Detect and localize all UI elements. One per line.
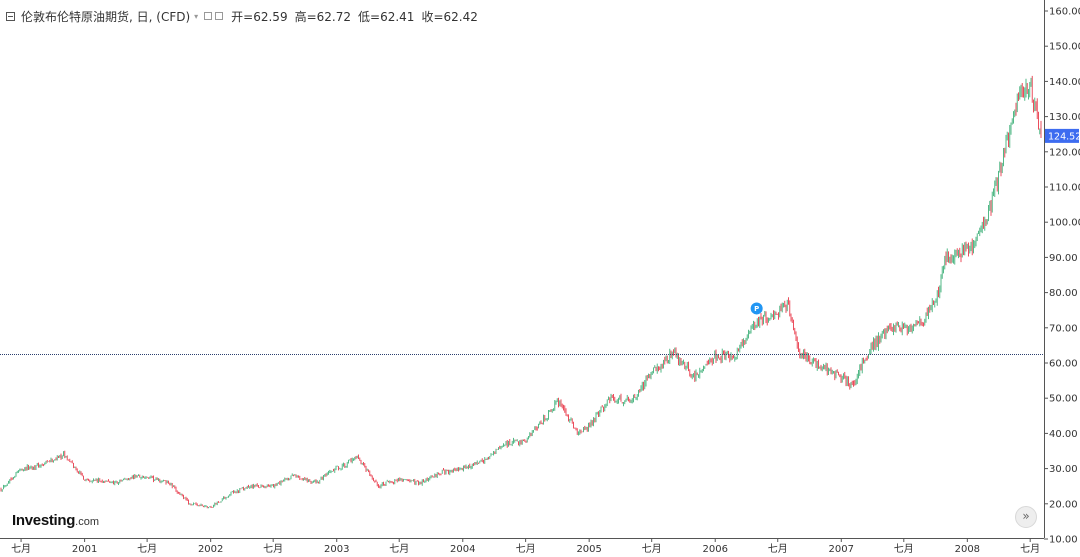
x-tick-label: 七月	[1020, 543, 1040, 555]
x-tick-label: 七月	[642, 543, 662, 555]
x-tick-label: 七月	[389, 543, 409, 555]
y-tick-label: 150.00	[1049, 42, 1080, 53]
x-tick-label: 2005	[576, 544, 601, 555]
x-tick-label: 2001	[72, 544, 97, 555]
x-tick-label: 2006	[702, 544, 727, 555]
chevron-down-icon[interactable]: ▾	[194, 11, 199, 21]
x-tick-label: 七月	[11, 543, 31, 555]
y-tick-label: 40.00	[1049, 429, 1078, 440]
y-tick-label: 120.00	[1049, 147, 1080, 158]
x-tick-label: 七月	[263, 543, 283, 555]
legend-close: 收=62.42	[421, 9, 478, 24]
event-marker-circle[interactable]	[750, 302, 763, 315]
candlestick-series	[0, 75, 1042, 509]
y-tick-label: 90.00	[1049, 253, 1078, 264]
y-tick-label: 30.00	[1049, 464, 1078, 475]
last-price-label-bg	[1045, 128, 1079, 143]
last-price-label: 124.52	[1045, 128, 1080, 143]
y-tick-label: 80.00	[1049, 288, 1078, 299]
x-tick-label: 2008	[955, 544, 980, 555]
legend-low: 低=62.41	[358, 9, 415, 24]
event-marker-label: P	[754, 305, 759, 313]
y-tick-label: 100.00	[1049, 218, 1080, 229]
y-tick-label: 60.00	[1049, 359, 1078, 370]
y-tick-label: 110.00	[1049, 183, 1080, 194]
legend-high: 高=62.72	[294, 9, 352, 24]
x-tick-label: 七月	[516, 543, 536, 555]
y-tick-label: 160.00	[1049, 7, 1080, 18]
logo-name: Investing	[12, 512, 76, 529]
instrument-title[interactable]: 伦敦布伦特原油期货, 日, (CFD)	[21, 9, 191, 24]
logo-suffix: .com	[75, 516, 99, 528]
collapse-icon[interactable]	[6, 11, 15, 21]
event-marker[interactable]: P	[750, 302, 763, 315]
chart-legend: 伦敦布伦特原油期货, 日, (CFD) ▾ 开=62.59 高=62.72 低=…	[6, 7, 485, 25]
y-tick-label: 50.00	[1049, 394, 1078, 405]
y-tick-label: 140.00	[1049, 77, 1080, 88]
settings-icon[interactable]	[204, 12, 213, 20]
last-price-label-text: 124.52	[1048, 131, 1080, 142]
x-axis[interactable]: 七月 2001 七月 2002 七月 2003 七月 2004 七月 2005 七月 2006 七月 20…	[11, 538, 1040, 555]
x-tick-label: 七月	[768, 543, 788, 555]
x-tick-label: 2002	[198, 544, 223, 555]
x-tick-label: 2007	[829, 544, 854, 555]
y-tick-label: 130.00	[1049, 112, 1080, 123]
hide-icon[interactable]	[215, 12, 224, 20]
y-tick-label: 10.00	[1049, 535, 1078, 546]
y-tick-label: 20.00	[1049, 499, 1078, 510]
x-tick-label: 七月	[137, 543, 157, 555]
y-tick-label: 70.00	[1049, 323, 1078, 334]
x-tick-label: 七月	[894, 543, 914, 555]
x-tick-label: 2003	[324, 544, 349, 555]
scroll-to-latest-button[interactable]: »	[1015, 506, 1037, 528]
y-axis[interactable]: 10.00 20.00 30.00 40.00 50.00 60.00 70.00 80.00…	[1044, 7, 1080, 546]
x-tick-label: 2004	[450, 544, 475, 555]
legend-open: 开=62.59	[231, 9, 288, 24]
investing-logo: Investing.com	[12, 512, 99, 529]
